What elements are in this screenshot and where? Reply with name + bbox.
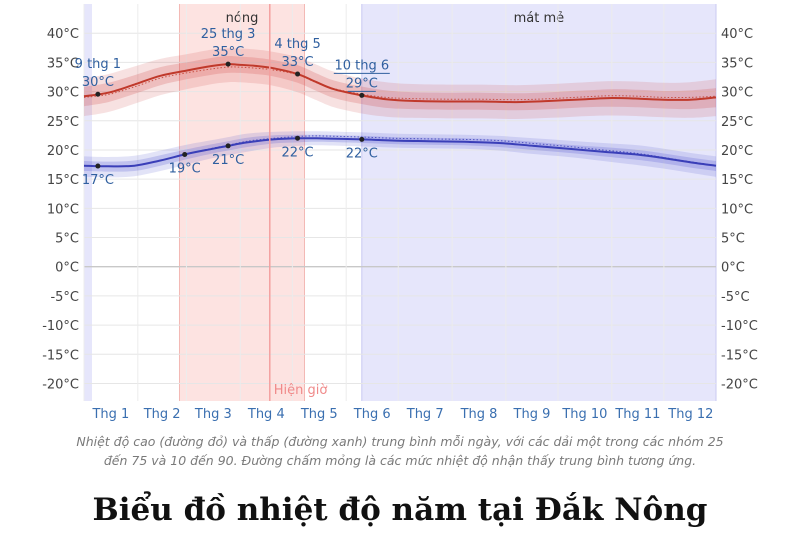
now-label: Hiện giờ xyxy=(274,383,328,398)
annotation-dot-low xyxy=(225,143,231,149)
x-tick-label-month: Thg 10 xyxy=(561,407,607,422)
y-tick-label-left: -10°C xyxy=(42,319,79,334)
y-tick-label-right: -10°C xyxy=(721,319,758,334)
annotation-temp-low: 22°C xyxy=(281,145,313,160)
annotation-dot-low xyxy=(295,135,301,141)
x-tick-label-month: Thg 5 xyxy=(300,407,338,422)
x-tick-label-month: Thg 8 xyxy=(460,407,498,422)
caption-line-2: đến 75 và 10 đến 90. Đường chấm mỏng là … xyxy=(103,453,697,468)
annotation-temp-high: 35°C xyxy=(212,45,244,60)
y-tick-label-right: 5°C xyxy=(721,232,745,247)
page-title: Biểu đồ nhiệt độ năm tại Đắk Nông xyxy=(92,492,708,528)
x-tick-label-month: Thg 1 xyxy=(91,407,129,422)
y-tick-label-left: 40°C xyxy=(47,27,79,42)
annotation-dot-high xyxy=(225,61,231,67)
y-tick-label-right: -20°C xyxy=(721,377,758,392)
annotation-date-high: 9 thg 1 xyxy=(75,57,121,72)
y-tick-label-left: 10°C xyxy=(47,202,79,217)
y-tick-label-right: 40°C xyxy=(721,27,753,42)
y-tick-label-left: -15°C xyxy=(42,348,79,363)
y-tick-label-left: 15°C xyxy=(47,173,79,188)
annotation-dot-low xyxy=(182,151,188,157)
y-tick-label-right: 35°C xyxy=(721,56,753,71)
y-tick-label-left: 0°C xyxy=(55,261,79,276)
y-tick-label-right: 0°C xyxy=(721,261,745,276)
series-line-high xyxy=(83,63,717,104)
y-tick-label-right: 25°C xyxy=(721,115,753,130)
caption-line-1: Nhiệt độ cao (đường đỏ) và thấp (đường x… xyxy=(76,434,724,449)
x-tick-label-month: Thg 7 xyxy=(406,407,444,422)
annotation-temp-low: 22°C xyxy=(346,146,378,161)
y-tick-label-left: 35°C xyxy=(47,56,79,71)
x-tick-label-month: Thg 6 xyxy=(353,407,391,422)
annotation-temp-high: 33°C xyxy=(281,55,313,70)
x-tick-label-month: Thg 11 xyxy=(614,407,660,422)
x-tick-label-month: Thg 4 xyxy=(247,407,285,422)
chart-caption: Nhiệt độ cao (đường đỏ) và thấp (đường x… xyxy=(40,432,760,470)
band-25-75-high xyxy=(84,55,716,111)
season-strip-start xyxy=(84,4,92,401)
annotation-temp-low: 19°C xyxy=(169,161,201,176)
y-tick-label-left: 5°C xyxy=(55,232,79,247)
annotation-date-high: 4 thg 5 xyxy=(274,37,320,52)
annotation-date-high: 25 thg 3 xyxy=(201,27,256,42)
y-tick-label-left: 20°C xyxy=(47,144,79,159)
annotation-temp-high: 30°C xyxy=(82,75,114,90)
y-tick-label-left: 30°C xyxy=(47,86,79,101)
season-label-cool: mát mẻ xyxy=(514,11,565,26)
annotation-dot-high xyxy=(295,71,301,77)
annotation-dot-low xyxy=(359,136,365,142)
x-tick-label-month: Thg 12 xyxy=(667,407,713,422)
y-tick-label-left: 25°C xyxy=(47,115,79,130)
x-tick-label-month: Thg 3 xyxy=(194,407,232,422)
y-tick-label-right: 30°C xyxy=(721,86,753,101)
y-tick-label-right: -5°C xyxy=(721,290,750,305)
annotation-temp-low: 21°C xyxy=(212,153,244,168)
season-label-hot: nóng xyxy=(226,11,259,26)
annotation-temp-high: 29°C xyxy=(346,76,378,91)
x-tick-label-month: Thg 2 xyxy=(143,407,181,422)
annotation-dot-high xyxy=(95,91,101,97)
annotation-temp-low: 17°C xyxy=(82,173,114,188)
y-tick-label-right: -15°C xyxy=(721,348,758,363)
feels-like-line-high xyxy=(83,66,717,101)
y-tick-label-left: -20°C xyxy=(42,377,79,392)
x-tick-label-month: Thg 9 xyxy=(513,407,551,422)
y-tick-label-left: -5°C xyxy=(50,290,79,305)
y-tick-label-right: 10°C xyxy=(721,202,753,217)
annotation-dot-high xyxy=(359,92,365,98)
annotation-date-high: 10 thg 6 xyxy=(334,58,389,73)
season-band-cool xyxy=(361,4,716,401)
y-tick-label-right: 15°C xyxy=(721,173,753,188)
y-tick-label-right: 20°C xyxy=(721,144,753,159)
annotation-dot-low xyxy=(95,163,101,169)
